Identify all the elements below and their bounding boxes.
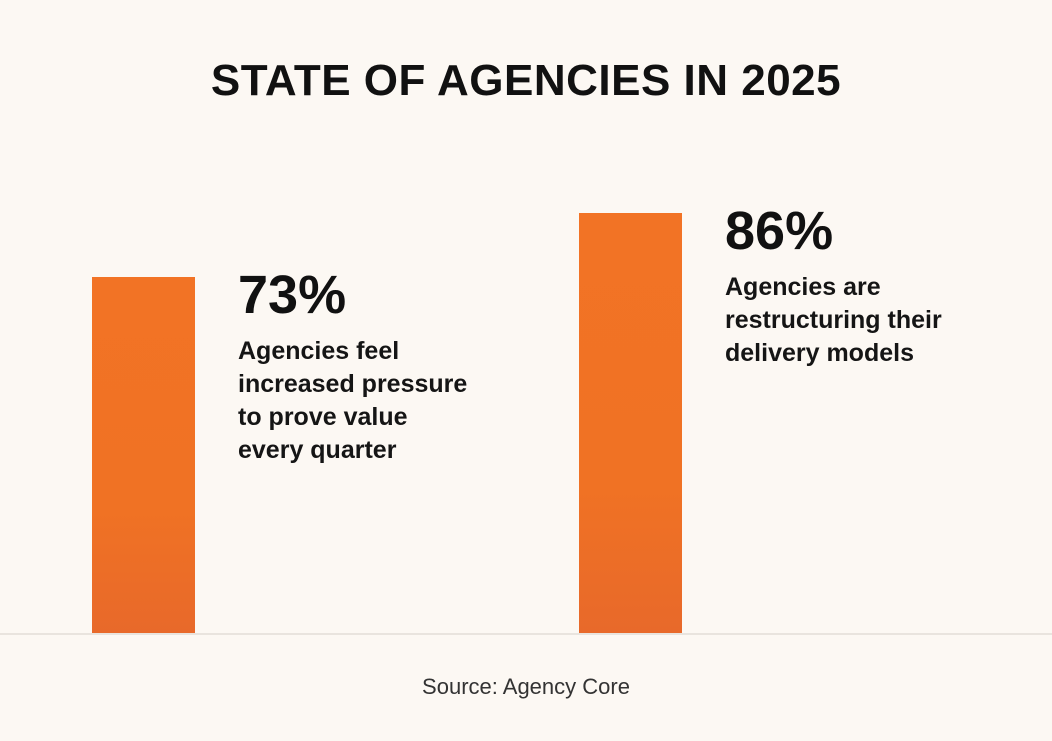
bar-label-1: 73% Agencies feel increased pressure to pro… bbox=[238, 265, 498, 467]
bar-description: Agencies are restructuring their delivery … bbox=[725, 271, 985, 370]
bar-2 bbox=[579, 213, 682, 633]
bar-label-2: 86% Agencies are restructuring their delive… bbox=[725, 201, 985, 370]
description-line: Agencies are bbox=[725, 273, 881, 302]
bar-description: Agencies feel increased pressure to prove … bbox=[238, 335, 498, 467]
source-note: Source: Agency Core bbox=[422, 674, 630, 699]
data-label: 86% bbox=[725, 201, 834, 262]
description-line: delivery models bbox=[725, 339, 914, 368]
data-label: 73% bbox=[238, 264, 347, 325]
baseline bbox=[0, 633, 1052, 635]
bar-1 bbox=[92, 276, 195, 633]
description-line: every quarter bbox=[238, 435, 397, 464]
description-line: to prove value bbox=[238, 402, 408, 431]
description-line: Agencies feel bbox=[238, 336, 400, 365]
description-line: increased pressure bbox=[238, 369, 468, 398]
description-line: restructuring their bbox=[725, 306, 942, 335]
chart-title: STATE OF AGENCIES IN 2025 bbox=[210, 56, 842, 105]
